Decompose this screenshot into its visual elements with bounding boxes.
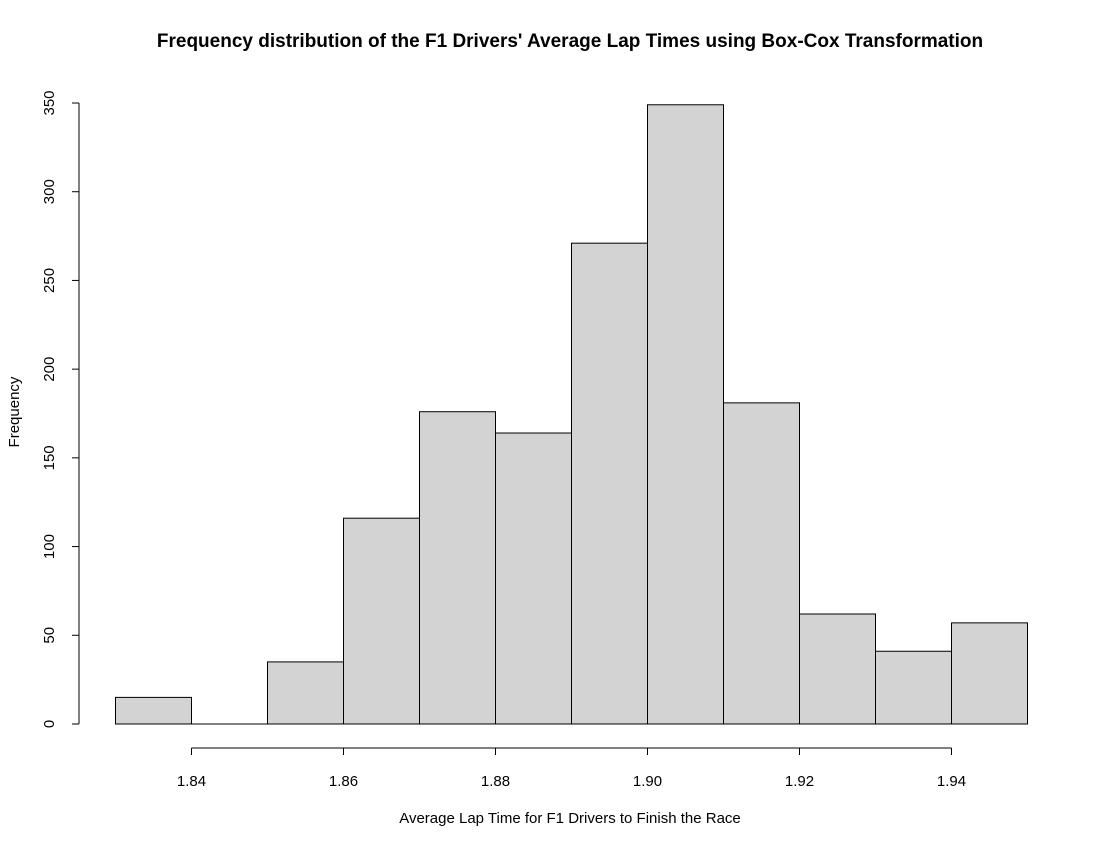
histogram-bar: [799, 613, 876, 725]
x-axis: 1.84 1.86 1.88 1.90 1.92 1.94: [177, 747, 966, 790]
histogram-bar: [951, 622, 1028, 725]
x-tick-label: 1.94: [937, 773, 966, 790]
y-tick-label: 300: [41, 179, 58, 204]
histogram-bar: [115, 696, 192, 725]
y-axis-label: Frequency: [6, 376, 23, 447]
histogram-bar: [647, 104, 724, 725]
bars-group: [115, 104, 1028, 725]
y-tick-label: 150: [41, 445, 58, 470]
histogram-bar: [419, 411, 496, 725]
histogram-bar: [875, 650, 952, 725]
histogram-bar: [571, 242, 648, 725]
histogram-bar: [267, 661, 344, 725]
y-tick-label: 200: [41, 357, 58, 382]
y-tick-label: 250: [41, 268, 58, 293]
x-tick-label: 1.84: [177, 773, 206, 790]
x-axis-label: Average Lap Time for F1 Drivers to Finis…: [399, 810, 741, 827]
x-tick-label: 1.90: [633, 773, 662, 790]
y-tick-label: 50: [41, 627, 58, 644]
y-axis: 0 50 100 150 200 250 300 350: [41, 90, 80, 728]
histogram-bar: [343, 517, 420, 725]
histogram-bar: [723, 402, 800, 725]
y-tick-label: 100: [41, 534, 58, 559]
y-tick-label: 350: [41, 90, 58, 115]
x-tick-label: 1.88: [481, 773, 510, 790]
x-tick-label: 1.92: [785, 773, 814, 790]
y-tick-label: 0: [41, 720, 58, 728]
x-tick-label: 1.86: [329, 773, 358, 790]
chart-title: Frequency distribution of the F1 Drivers…: [157, 31, 983, 52]
histogram-bar: [495, 432, 572, 725]
